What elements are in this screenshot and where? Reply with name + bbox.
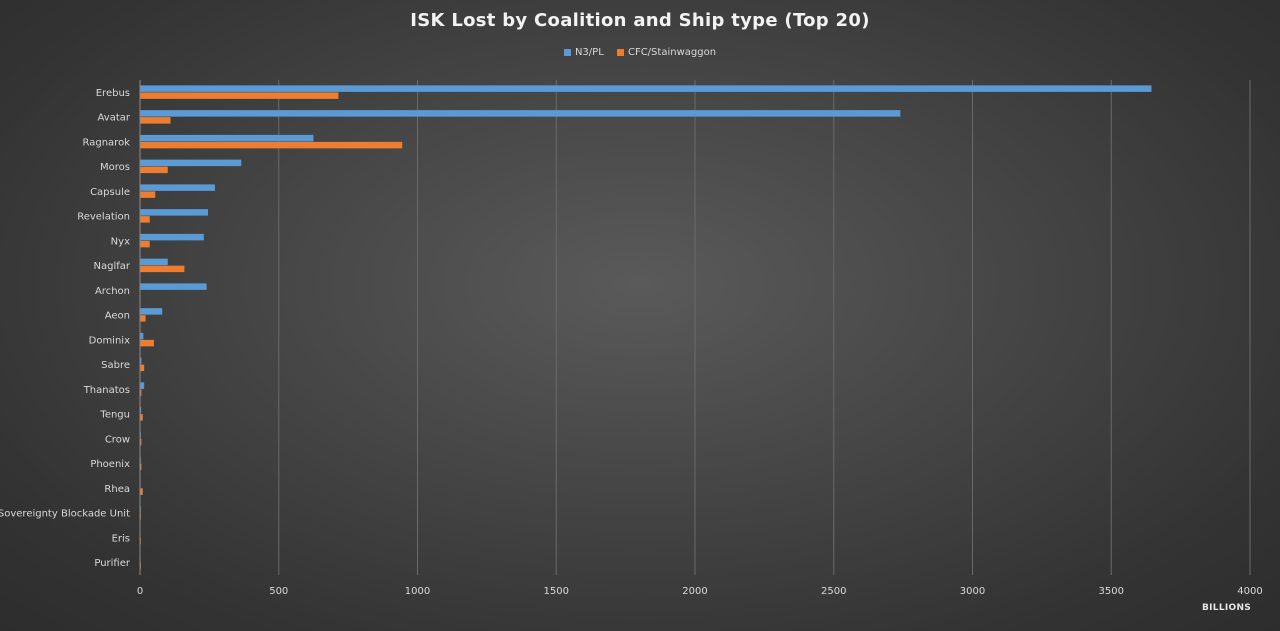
bar-cfc bbox=[140, 364, 145, 372]
legend-label-cfc: CFC/Stainwaggon bbox=[627, 47, 717, 58]
legend-swatch-cfc bbox=[616, 49, 624, 56]
bar-cfc bbox=[140, 216, 150, 223]
chart-title: ISK Lost by Coalition and Ship type (Top… bbox=[410, 10, 870, 31]
bar-cfc bbox=[140, 92, 339, 99]
bar-n3pl bbox=[140, 184, 215, 191]
category-label: Avatar bbox=[98, 113, 131, 124]
category-label: Purifier bbox=[94, 558, 131, 569]
x-tick-label: 4000 bbox=[1237, 586, 1262, 597]
bar-cfc bbox=[140, 166, 168, 174]
bar-n3pl bbox=[140, 85, 1152, 92]
category-label: Naglfar bbox=[94, 261, 131, 272]
x-tick-label: 0 bbox=[137, 586, 143, 597]
category-label: Aeon bbox=[105, 311, 130, 322]
bar-cfc bbox=[140, 414, 143, 421]
bar-n3pl bbox=[140, 332, 144, 340]
category-label: Sovereignty Blockade Unit bbox=[0, 509, 130, 520]
category-label: Erebus bbox=[96, 88, 130, 99]
category-label: Revelation bbox=[77, 212, 130, 223]
category-label: Nyx bbox=[111, 236, 130, 247]
category-label: Capsule bbox=[90, 187, 130, 198]
bar-n3pl bbox=[140, 110, 901, 117]
category-label: Crow bbox=[105, 434, 130, 445]
bar-cfc bbox=[140, 141, 403, 149]
x-tick-label: 2500 bbox=[821, 586, 846, 597]
bar-n3pl bbox=[140, 209, 208, 216]
x-tick-label: 500 bbox=[269, 586, 288, 597]
legend-item-cfc: CFC/Stainwaggon bbox=[616, 47, 717, 58]
category-label: Eris bbox=[112, 533, 130, 544]
bar-n3pl bbox=[140, 159, 242, 167]
legend-swatch-n3pl bbox=[563, 49, 571, 56]
bar-cfc bbox=[140, 117, 171, 124]
bar-cfc bbox=[140, 240, 150, 248]
category-label: Sabre bbox=[101, 360, 130, 371]
category-label: Ragnarok bbox=[83, 137, 131, 148]
x-tick-label: 1000 bbox=[405, 586, 430, 597]
bar-n3pl bbox=[140, 308, 163, 315]
category-label: Archon bbox=[95, 286, 130, 297]
x-tick-label: 3000 bbox=[960, 586, 985, 597]
bar-n3pl bbox=[140, 382, 145, 389]
category-label: Thanatos bbox=[83, 385, 130, 396]
x-axis-unit-label: BILLIONS bbox=[1202, 603, 1252, 613]
bar-cfc bbox=[140, 265, 185, 273]
x-tick-label: 1500 bbox=[544, 586, 569, 597]
bar-cfc bbox=[140, 438, 142, 446]
bar-n3pl bbox=[140, 134, 314, 142]
bar-n3pl bbox=[140, 407, 142, 414]
bar-cfc bbox=[140, 488, 143, 495]
bar-cfc bbox=[140, 463, 142, 471]
bar-cfc bbox=[140, 339, 154, 347]
bar-n3pl bbox=[140, 283, 207, 290]
legend-item-n3pl: N3/PL bbox=[563, 47, 604, 58]
bar-cfc bbox=[140, 191, 156, 198]
bar-cfc bbox=[140, 315, 146, 322]
legend: N3/PL CFC/Stainwaggon bbox=[0, 47, 1280, 59]
x-tick-label: 2000 bbox=[682, 586, 707, 597]
category-label: Moros bbox=[100, 162, 130, 173]
bar-cfc bbox=[140, 389, 142, 396]
category-label: Rhea bbox=[104, 484, 130, 495]
legend-label-n3pl: N3/PL bbox=[574, 47, 604, 58]
category-label: Dominix bbox=[89, 335, 130, 346]
bar-n3pl bbox=[140, 357, 142, 365]
bar-n3pl bbox=[140, 233, 204, 241]
category-label: Phoenix bbox=[90, 459, 130, 470]
bar-n3pl bbox=[140, 258, 168, 266]
x-tick-label: 3500 bbox=[1099, 586, 1124, 597]
category-label: Tengu bbox=[99, 410, 130, 421]
